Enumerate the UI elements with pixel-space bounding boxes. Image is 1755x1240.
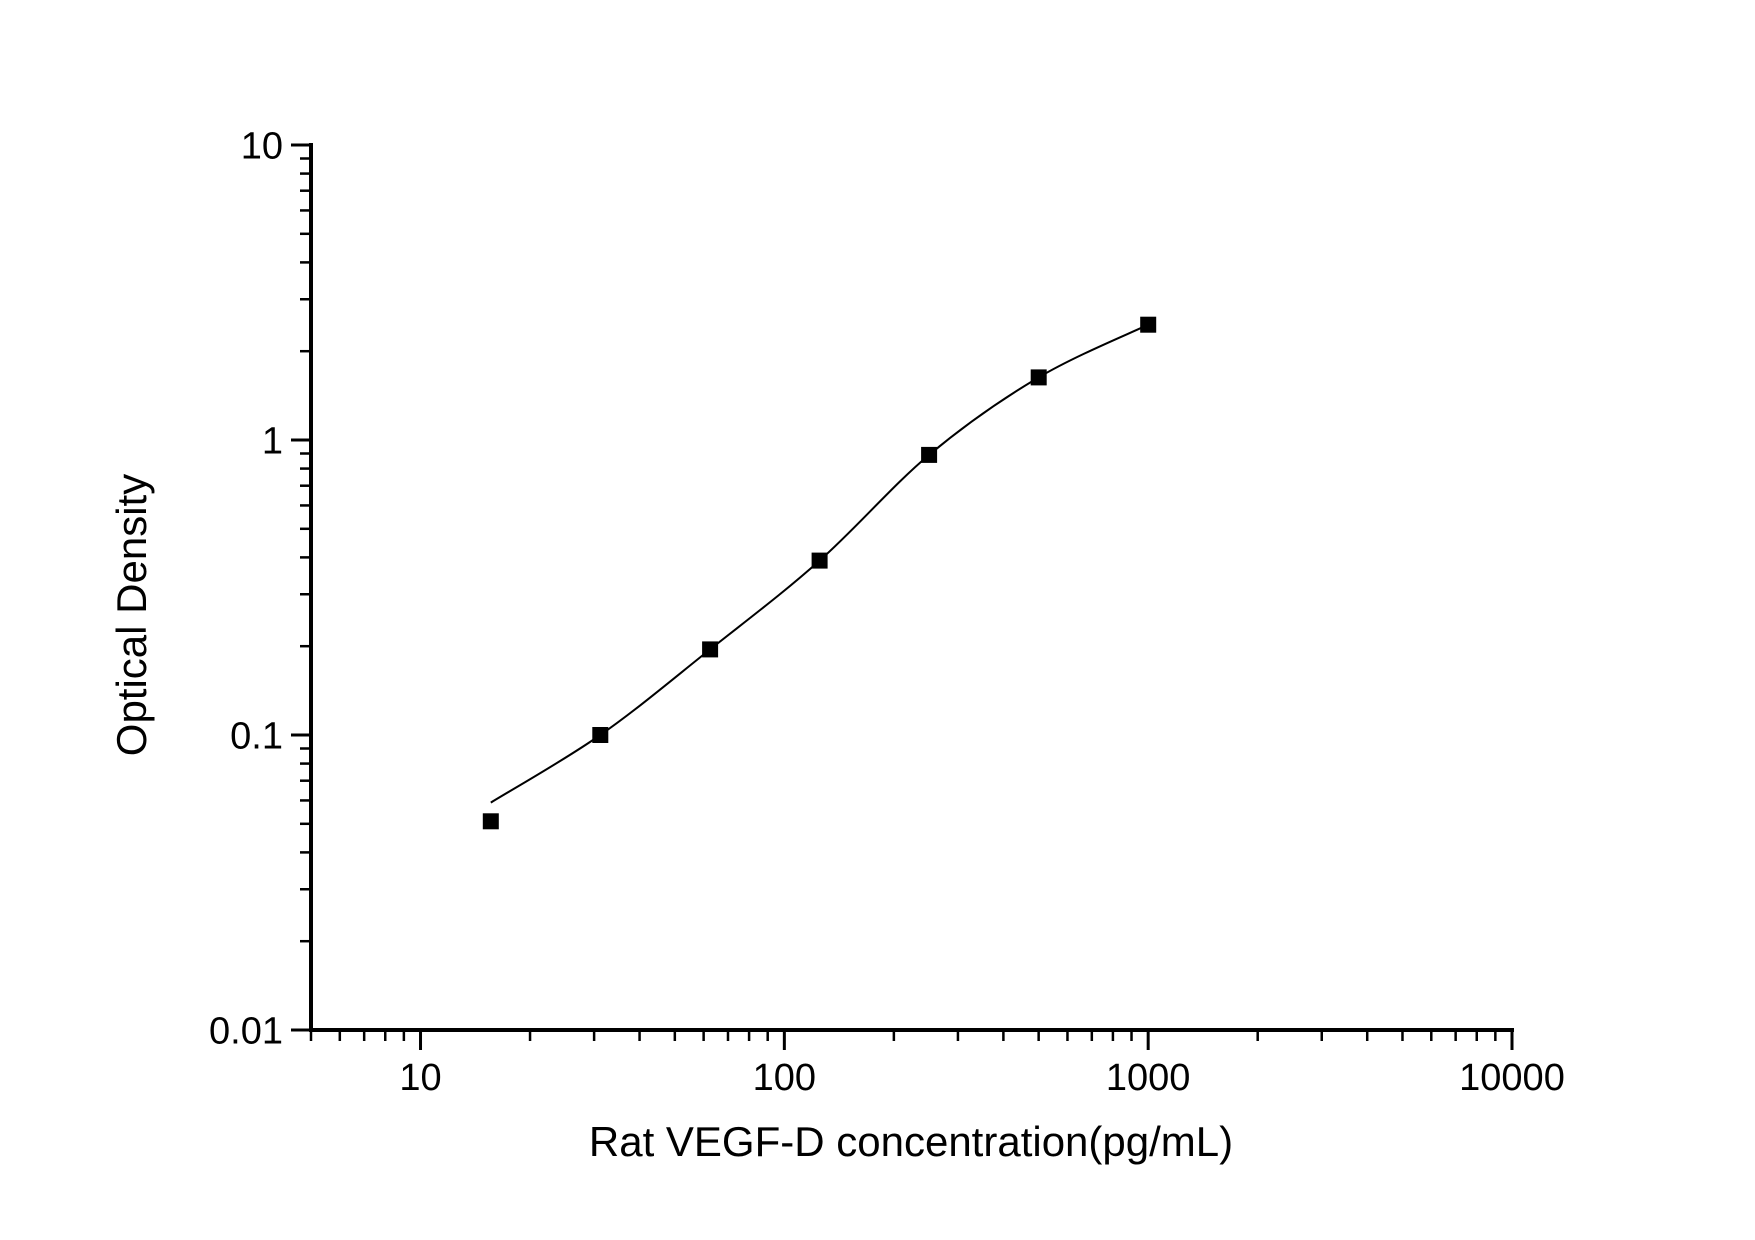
data-point-marker [811,552,828,569]
x-axis-title: Rat VEGF-D concentration(pg/mL) [589,1118,1233,1165]
x-tick-label: 10 [399,1057,441,1099]
data-point-marker [1030,369,1047,386]
y-tick-label: 0.01 [209,1010,283,1052]
data-point-marker [1140,316,1157,333]
x-tick-label: 10000 [1459,1057,1565,1099]
y-tick-label: 1 [262,420,283,462]
data-series [482,316,1157,830]
major-ticks [291,143,1514,1050]
x-tick-label: 100 [753,1057,816,1099]
data-point-marker [921,446,938,463]
y-tick-label: 10 [241,125,283,167]
tick-labels: 10 100 1000 10000 10 1 0.1 0.01 [209,125,1565,1099]
y-tick-label: 0.1 [230,715,283,757]
data-point-marker [702,641,719,658]
data-point-marker [482,813,499,830]
minor-ticks [300,157,1497,1041]
x-tick-label: 1000 [1106,1057,1191,1099]
data-point-marker [592,727,609,743]
y-axis-title: Optical Density [108,474,155,756]
plot-axes [309,143,1514,1032]
